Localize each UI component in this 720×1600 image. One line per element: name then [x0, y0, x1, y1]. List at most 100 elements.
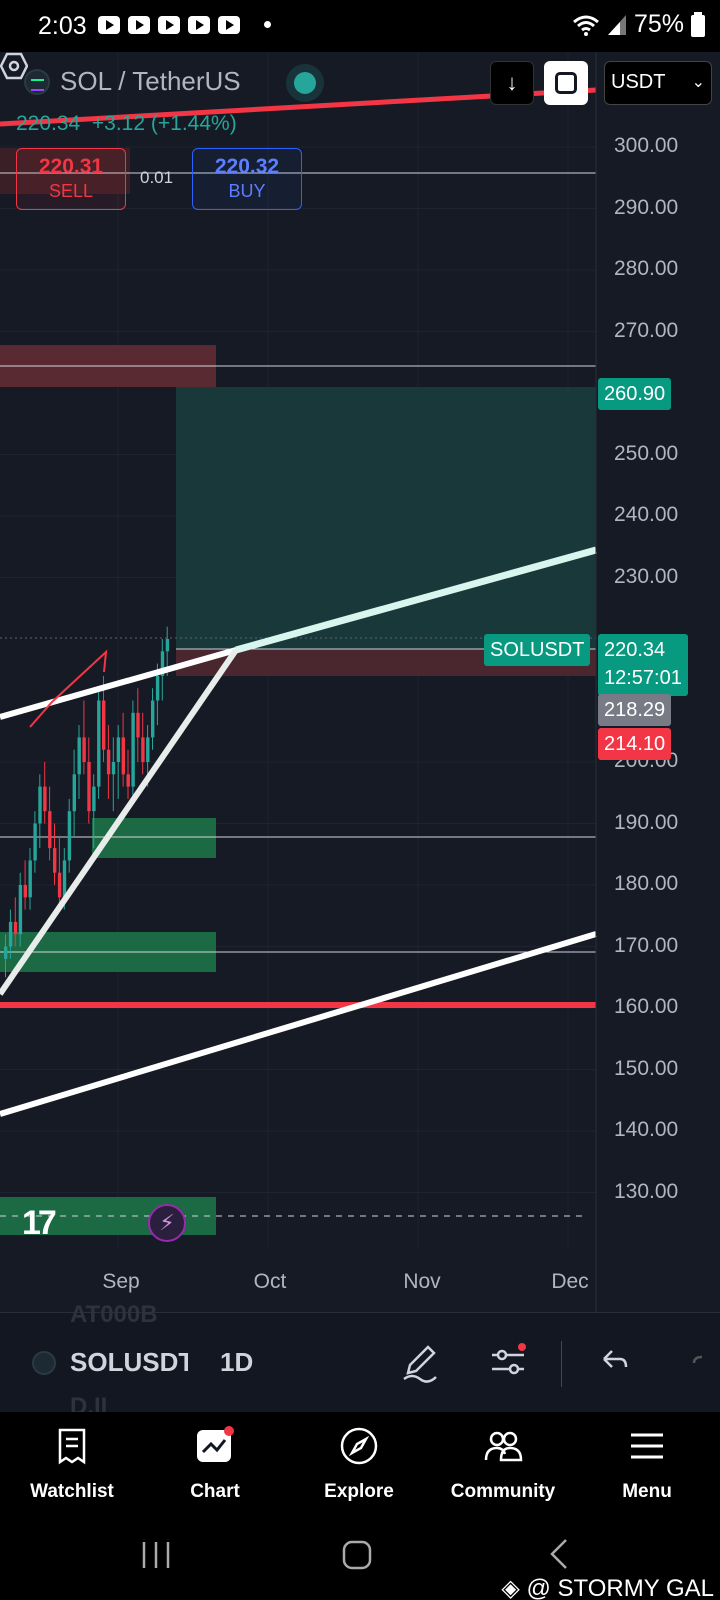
- upper-trend-line: [0, 647, 237, 720]
- last-price-tag: 220.34 12:57:01: [598, 634, 688, 696]
- fullscreen-button[interactable]: [544, 61, 588, 105]
- battery-icon: [691, 11, 705, 37]
- hexagon-settings-icon[interactable]: [0, 52, 28, 80]
- time-axis-label: Dec: [551, 1270, 589, 1293]
- candle-body: [111, 762, 116, 775]
- chart-canvas[interactable]: SOL / TetherUS ↓ USDT ⌄ 220.34 +3.12 (+1…: [0, 52, 720, 1312]
- candle-body: [33, 823, 37, 861]
- symbol-title[interactable]: SOL / TetherUS: [60, 66, 241, 96]
- candle-body: [136, 712, 140, 738]
- tradingview-logo[interactable]: 17: [22, 1204, 57, 1242]
- price-change: 220.34 +3.12 (+1.44%): [16, 112, 237, 136]
- candle-body: [13, 921, 18, 935]
- chart-toolbar: AT000B D.II SOLUSDT 1D: [0, 1301, 720, 1420]
- square-icon: [555, 72, 577, 94]
- price-axis-label: 240.00: [614, 503, 679, 526]
- wifi-icon: [572, 15, 599, 36]
- home-icon[interactable]: [342, 1540, 372, 1570]
- pencil-drawing-icon[interactable]: [398, 1339, 442, 1383]
- redo-icon[interactable]: [680, 1339, 720, 1383]
- price-axis-label: 290.00: [614, 195, 679, 219]
- interval-button[interactable]: 1D: [220, 1347, 254, 1377]
- candle-body: [102, 700, 106, 750]
- price-axis-label: 160.00: [614, 995, 679, 1018]
- nav-menu[interactable]: Menu: [577, 1426, 717, 1503]
- arrow-down-icon: ↓: [506, 70, 518, 95]
- candle-body: [67, 811, 72, 861]
- candle-body: [8, 921, 13, 947]
- back-icon[interactable]: [548, 1538, 570, 1570]
- candle-body: [92, 786, 96, 812]
- nav-watchlist[interactable]: Watchlist: [2, 1426, 142, 1503]
- drawn-annotation: [29, 649, 108, 728]
- nav-label: Community: [450, 1481, 556, 1502]
- change-percent: (+1.44%): [150, 112, 237, 135]
- candle-body: [116, 737, 121, 762]
- price-axis-label: 170.00: [614, 933, 679, 957]
- candle-body: [28, 860, 32, 898]
- battery-percent: 75%: [633, 10, 684, 38]
- binance-logo-icon: ◈: [501, 1575, 520, 1600]
- currency-value: USDT: [611, 71, 666, 93]
- buy-label: BUY: [228, 181, 266, 201]
- sell-label: SELL: [48, 181, 94, 201]
- candle-body: [48, 811, 52, 849]
- chart-icon: [197, 1426, 234, 1462]
- indicators-icon[interactable]: [486, 1339, 530, 1383]
- youtube-notification-icon: [188, 16, 210, 34]
- price-axis-label: 150.00: [614, 1056, 679, 1080]
- nav-label: Watchlist: [30, 1481, 114, 1502]
- youtube-notification-icon: [98, 16, 120, 34]
- candle-body: [121, 737, 125, 775]
- stop-price-tag: 214.10: [598, 728, 672, 760]
- nav-chart[interactable]: Chart: [145, 1426, 285, 1503]
- candle-body: [141, 737, 145, 762]
- watermark-text: @ STORMY GAL: [526, 1575, 714, 1600]
- download-button[interactable]: ↓: [490, 61, 534, 105]
- recent-apps-icon[interactable]: [140, 1540, 172, 1570]
- price-axis-label: 130.00: [614, 1179, 679, 1203]
- candle-body: [87, 762, 91, 812]
- youtube-notification-icon: [158, 16, 180, 34]
- price-axis-label: 230.00: [614, 564, 679, 588]
- nav-label: Menu: [622, 1481, 672, 1502]
- candle-body: [77, 737, 81, 775]
- candle-body: [57, 872, 62, 898]
- candle-body: [38, 786, 42, 824]
- sell-price: 220.31: [38, 155, 104, 178]
- undo-icon[interactable]: [592, 1339, 636, 1383]
- sell-button[interactable]: 220.31 SELL: [16, 148, 126, 210]
- youtube-notification-icon: [218, 16, 240, 34]
- market-open-indicator-icon: [294, 72, 316, 94]
- lightning-icon[interactable]: ⚡: [148, 1204, 186, 1242]
- price-axis-label: 300.00: [614, 134, 679, 157]
- nav-label: Chart: [190, 1481, 240, 1502]
- buy-button[interactable]: 220.32 BUY: [192, 148, 302, 210]
- status-bar: 2:03 75%: [0, 0, 720, 52]
- system-navigation-bar: [0, 1512, 720, 1600]
- candle-body: [4, 946, 8, 959]
- candle-body: [23, 885, 27, 898]
- supply-zone-top: [0, 148, 130, 194]
- prev-close-tag: 218.29: [598, 694, 672, 726]
- price-axis-label: 250.00: [614, 441, 679, 465]
- buy-price: 220.32: [214, 155, 280, 178]
- toolbar-symbol[interactable]: SOLUSDT: [70, 1347, 188, 1377]
- price-chart[interactable]: [0, 52, 720, 1312]
- change-value: +3.12: [91, 112, 146, 135]
- currency-select[interactable]: USDT ⌄: [604, 61, 712, 105]
- price-axis-label: 140.00: [614, 1118, 679, 1141]
- last-price-value: 220.34: [604, 639, 666, 661]
- candles: [4, 626, 170, 978]
- price-axis-label: 190.00: [614, 810, 679, 834]
- nav-explore[interactable]: Explore: [289, 1426, 429, 1503]
- upper-trend-line-projection: [235, 546, 597, 654]
- last-price: 220.34: [16, 112, 81, 135]
- symbol-header[interactable]: SOL / TetherUS: [24, 66, 241, 97]
- nav-community[interactable]: Community: [433, 1426, 573, 1503]
- solana-logo-icon: [24, 68, 50, 95]
- spread-value: 0.01: [140, 168, 174, 187]
- time-axis-label: Nov: [403, 1270, 441, 1293]
- time-axis-label: Sep: [102, 1270, 140, 1293]
- symbol-price-tag: SOLUSDT: [484, 634, 591, 666]
